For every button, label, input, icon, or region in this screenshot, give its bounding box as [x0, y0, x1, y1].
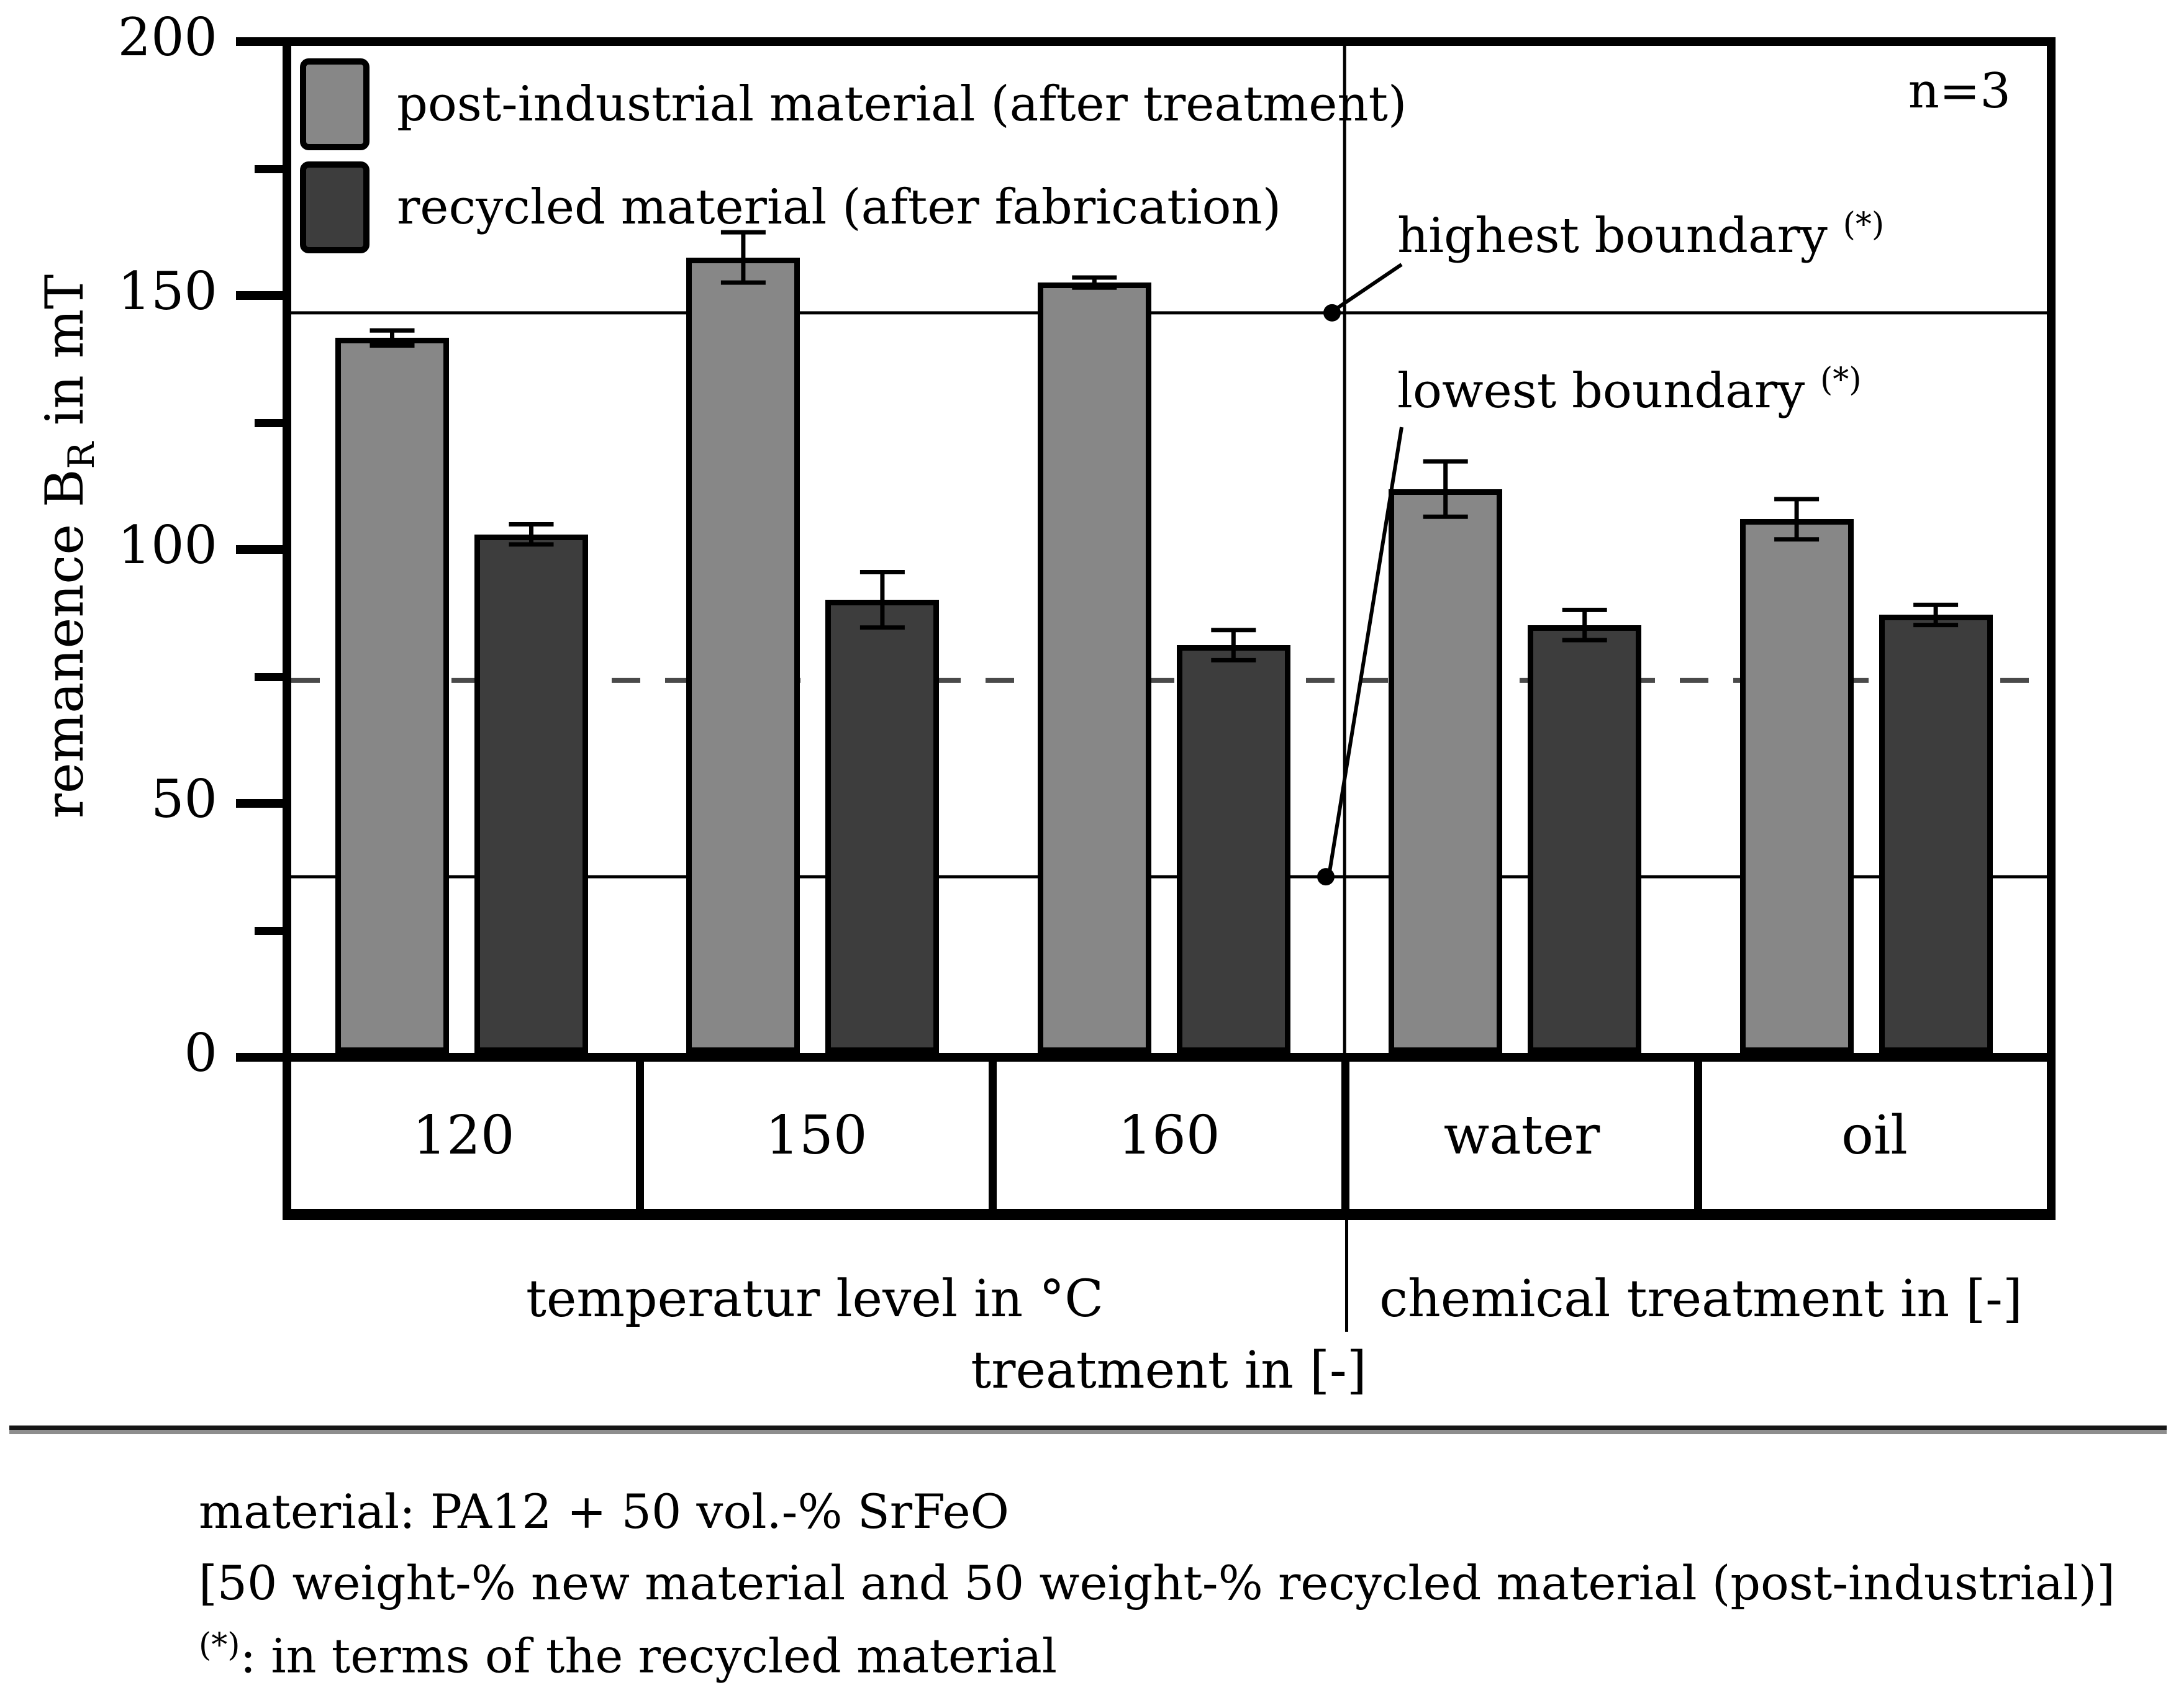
lowest-boundary-annotation: lowest boundary (*): [1397, 361, 1862, 419]
y-axis-title-subscript: R: [60, 441, 102, 469]
category-box-150: 150: [644, 1062, 997, 1209]
legend-label-recycled: recycled material (after fabrication): [397, 179, 1282, 235]
category-box-oil: oil: [1841, 1104, 1908, 1167]
lowest-boundary-text: lowest boundary: [1397, 363, 1820, 419]
bar-recycled-150: [825, 600, 940, 1053]
y-major-tick-0: [236, 1053, 284, 1062]
bar-post-industrial-water: [1389, 489, 1503, 1053]
sample-size-label: n=3: [1908, 63, 2011, 119]
footer-note: (*): in terms of the recycled material: [199, 1627, 1057, 1683]
divider-rule: [9, 1426, 2167, 1430]
group-label-temperature: temperatur level in °C: [525, 1270, 1104, 1329]
y-tick-label-50: 50: [151, 769, 217, 829]
legend: post-industrial material (after treatmen…: [300, 58, 1407, 264]
lowest-boundary-superscript: (*): [1820, 361, 1862, 399]
y-tick-label-200: 200: [117, 7, 217, 68]
highest-boundary-superscript: (*): [1843, 206, 1885, 243]
errorbars-layer: [369, 230, 1959, 886]
y-major-tick-100: [236, 545, 284, 554]
bar-post-industrial-120: [335, 338, 449, 1053]
footer-material: material: PA12 + 50 vol.-% SrFeO: [199, 1484, 1009, 1539]
lowest-boundary-leader: [1328, 427, 1403, 872]
category-box-160: 160: [997, 1062, 1349, 1209]
footer-note-superscript: (*): [199, 1627, 240, 1664]
y-major-tick-150: [236, 291, 284, 300]
y-major-tick-200: [236, 37, 284, 46]
bar-post-industrial-160: [1037, 282, 1151, 1053]
y-minor-tick-25: [255, 926, 284, 935]
bar-recycled-water: [1528, 625, 1642, 1053]
legend-row-post-industrial: post-industrial material (after treatmen…: [300, 58, 1407, 150]
y-tick-label-100: 100: [117, 515, 217, 576]
bar-post-industrial-150: [686, 257, 800, 1053]
y-major-tick-50: [236, 799, 284, 808]
footer-composition: [50 weight-% new material and 50 weight-…: [199, 1555, 2115, 1611]
y-minor-tick-175: [255, 165, 284, 173]
y-minor-tick-125: [255, 418, 284, 427]
bar-post-industrial-oil: [1739, 519, 1854, 1053]
highest-boundary-text: highest boundary: [1397, 208, 1843, 264]
highest-boundary-annotation: highest boundary (*): [1397, 206, 1884, 264]
highest-boundary-leader: [1335, 263, 1403, 311]
y-tick-label-0: 0: [184, 1023, 217, 1083]
category-box-120: 120: [291, 1062, 644, 1209]
legend-row-recycled: recycled material (after fabrication): [300, 161, 1407, 253]
group-label-chemical: chemical treatment in [-]: [1379, 1270, 2023, 1329]
legend-label-post-industrial: post-industrial material (after treatmen…: [397, 76, 1407, 132]
lowest-boundary-dot: [1317, 868, 1335, 886]
category-box-water: water: [1349, 1062, 1702, 1209]
group-separator-line: [1345, 1220, 1348, 1332]
bars-layer: [291, 46, 2047, 1053]
footer-note-text: : in terms of the recycled material: [240, 1628, 1058, 1684]
y-minor-tick-75: [255, 672, 284, 681]
legend-swatch-post-industrial: [300, 58, 369, 150]
highest-boundary-dot: [1323, 304, 1341, 322]
category-axis: 120 150 160 water oil: [283, 1062, 2056, 1220]
bar-recycled-160: [1176, 645, 1290, 1053]
bar-recycled-120: [474, 534, 588, 1053]
x-axis-title: treatment in [-]: [971, 1341, 1367, 1400]
legend-swatch-recycled: [300, 161, 369, 253]
plot-area: post-industrial material (after treatmen…: [283, 37, 2056, 1062]
y-tick-label-150: 150: [117, 261, 217, 322]
bar-recycled-oil: [1879, 615, 1993, 1053]
